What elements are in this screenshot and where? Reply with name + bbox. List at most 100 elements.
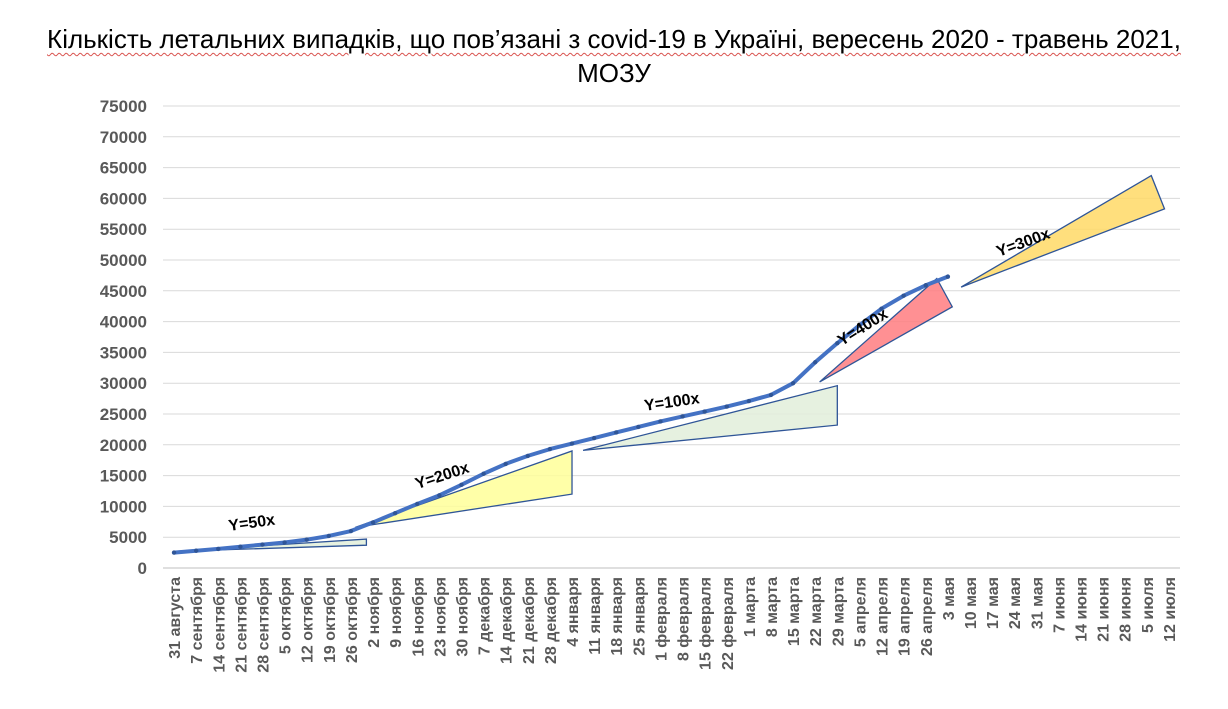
data-point bbox=[879, 306, 884, 311]
x-tick-label: 21 июня bbox=[1096, 577, 1113, 642]
data-point bbox=[238, 544, 243, 549]
y-tick-label: 65000 bbox=[100, 159, 147, 178]
trend-triangle bbox=[355, 450, 573, 528]
x-tick-label: 2 ноября bbox=[366, 577, 383, 648]
trend-label: Y=50x bbox=[228, 512, 277, 535]
data-point bbox=[569, 441, 575, 446]
x-tick-label: 1 февраля bbox=[653, 577, 670, 661]
x-tick-label: 10 мая bbox=[963, 577, 980, 629]
trend-triangle bbox=[582, 384, 838, 451]
x-tick-label: 5 июля bbox=[1140, 577, 1157, 633]
data-point bbox=[459, 482, 464, 488]
trend-triangle bbox=[819, 277, 954, 383]
data-point bbox=[392, 510, 398, 516]
title-line-1: Кількість летальних випадків, що пов’яза… bbox=[47, 24, 1181, 54]
x-tick-label: 28 декабря bbox=[543, 577, 560, 664]
x-tick-label: 26 апреля bbox=[919, 577, 936, 656]
data-point bbox=[614, 430, 619, 435]
x-tick-label: 24 мая bbox=[1007, 577, 1024, 629]
title-line-2: МОЗУ bbox=[577, 58, 651, 88]
x-tick-label: 8 февраля bbox=[676, 577, 693, 661]
x-tick-label: 29 марта bbox=[830, 577, 847, 646]
x-tick-label: 3 мая bbox=[941, 577, 958, 620]
trend-triangle bbox=[960, 174, 1166, 288]
x-tick-label: 23 ноября bbox=[432, 577, 449, 657]
x-tick-label: 17 мая bbox=[985, 577, 1002, 629]
y-tick-label: 15000 bbox=[100, 467, 147, 486]
data-point bbox=[503, 461, 508, 467]
chart-title: Кількість летальних випадків, що пов’яза… bbox=[0, 22, 1228, 90]
x-tick-label: 28 июня bbox=[1118, 577, 1135, 642]
data-point bbox=[260, 542, 265, 547]
y-tick-label: 40000 bbox=[100, 313, 147, 332]
x-tick-label: 12 июля bbox=[1162, 577, 1179, 642]
x-tick-label: 25 января bbox=[631, 577, 648, 656]
data-point bbox=[680, 414, 685, 419]
x-tick-label: 30 ноября bbox=[454, 577, 471, 657]
y-tick-label: 5000 bbox=[109, 528, 147, 547]
x-tick-label: 18 января bbox=[609, 577, 626, 656]
data-point bbox=[636, 424, 641, 430]
x-tick-label: 22 февраля bbox=[720, 577, 737, 670]
data-point bbox=[945, 274, 951, 279]
x-tick-label: 28 сентября bbox=[255, 577, 272, 673]
data-point bbox=[901, 293, 906, 298]
x-tick-label: 14 сентября bbox=[211, 577, 228, 673]
y-tick-label: 50000 bbox=[100, 251, 147, 270]
x-tick-label: 12 апреля bbox=[875, 577, 892, 656]
data-point bbox=[437, 493, 442, 498]
y-tick-label: 45000 bbox=[100, 282, 147, 301]
data-point bbox=[193, 548, 199, 553]
data-point bbox=[746, 398, 752, 404]
data-point bbox=[702, 409, 707, 414]
x-tick-label: 31 мая bbox=[1029, 577, 1046, 629]
x-tick-label: 5 октября bbox=[278, 577, 295, 654]
x-tick-label: 14 декабря bbox=[499, 577, 516, 664]
y-tick-label: 20000 bbox=[100, 436, 147, 455]
data-point bbox=[658, 419, 663, 424]
x-tick-label: 26 октября bbox=[344, 577, 361, 663]
trend-label: Y=200x bbox=[413, 460, 471, 493]
data-point bbox=[591, 435, 597, 441]
y-tick-label: 0 bbox=[138, 559, 147, 578]
y-tick-label: 35000 bbox=[100, 343, 147, 362]
series-line bbox=[172, 274, 950, 555]
x-tick-label: 21 сентября bbox=[233, 577, 250, 673]
x-tick-label: 15 марта bbox=[786, 577, 803, 646]
x-tick-label: 21 декабря bbox=[521, 577, 538, 664]
data-point bbox=[348, 528, 354, 534]
data-point bbox=[547, 446, 553, 452]
data-point bbox=[370, 520, 376, 525]
x-tick-label: 22 марта bbox=[808, 577, 825, 646]
x-tick-label: 4 января bbox=[565, 577, 582, 647]
x-tick-label: 14 июня bbox=[1074, 577, 1091, 642]
data-point bbox=[282, 540, 287, 545]
x-tick-label: 7 июня bbox=[1051, 577, 1068, 633]
y-tick-label: 55000 bbox=[100, 220, 147, 239]
data-point bbox=[415, 501, 420, 507]
x-tick-label: 12 октября bbox=[300, 577, 317, 663]
x-tick-label: 7 декабря bbox=[477, 577, 494, 655]
x-tick-label: 15 февраля bbox=[698, 577, 715, 670]
data-point bbox=[857, 323, 862, 328]
data-point bbox=[326, 533, 332, 539]
data-point bbox=[768, 392, 774, 398]
x-tick-label: 11 января bbox=[587, 577, 604, 655]
data-point bbox=[835, 340, 840, 346]
x-tick-label: 16 ноября bbox=[410, 577, 427, 657]
data-point bbox=[216, 546, 221, 552]
data-point bbox=[813, 360, 818, 365]
trend-label: Y=100x bbox=[643, 390, 701, 415]
y-tick-label: 10000 bbox=[100, 497, 147, 516]
data-point bbox=[304, 537, 309, 542]
x-tick-label: 8 марта bbox=[764, 577, 781, 637]
data-point bbox=[790, 381, 796, 386]
y-tick-label: 25000 bbox=[100, 405, 147, 424]
y-tick-label: 30000 bbox=[100, 374, 147, 393]
y-tick-label: 60000 bbox=[100, 189, 147, 208]
x-tick-label: 19 октября bbox=[322, 577, 339, 663]
data-point bbox=[724, 404, 729, 409]
data-point bbox=[525, 453, 530, 459]
y-tick-label: 70000 bbox=[100, 128, 147, 147]
